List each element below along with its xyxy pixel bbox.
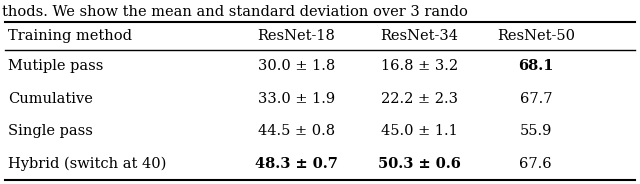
Text: Training method: Training method — [8, 29, 132, 43]
Text: 16.8 ± 3.2: 16.8 ± 3.2 — [381, 59, 458, 73]
Text: 22.2 ± 2.3: 22.2 ± 2.3 — [381, 92, 458, 106]
Text: 55.9: 55.9 — [520, 124, 552, 138]
Text: Hybrid (switch at 40): Hybrid (switch at 40) — [8, 157, 166, 171]
Text: Cumulative: Cumulative — [8, 92, 93, 106]
Text: 44.5 ± 0.8: 44.5 ± 0.8 — [258, 124, 335, 138]
Text: 67.7: 67.7 — [520, 92, 552, 106]
Text: 33.0 ± 1.9: 33.0 ± 1.9 — [258, 92, 335, 106]
Text: ResNet-18: ResNet-18 — [257, 29, 335, 43]
Text: 45.0 ± 1.1: 45.0 ± 1.1 — [381, 124, 458, 138]
Text: 68.1: 68.1 — [518, 59, 554, 73]
Text: Single pass: Single pass — [8, 124, 93, 138]
Text: 48.3 ± 0.7: 48.3 ± 0.7 — [255, 157, 338, 171]
Text: 67.6: 67.6 — [520, 157, 552, 171]
Text: thods. We show the mean and standard deviation over 3 rando: thods. We show the mean and standard dev… — [2, 5, 468, 19]
Text: ResNet-50: ResNet-50 — [497, 29, 575, 43]
Text: 50.3 ± 0.6: 50.3 ± 0.6 — [378, 157, 461, 171]
Text: ResNet-34: ResNet-34 — [380, 29, 458, 43]
Text: 30.0 ± 1.8: 30.0 ± 1.8 — [258, 59, 335, 73]
Text: Mutiple pass: Mutiple pass — [8, 59, 104, 73]
